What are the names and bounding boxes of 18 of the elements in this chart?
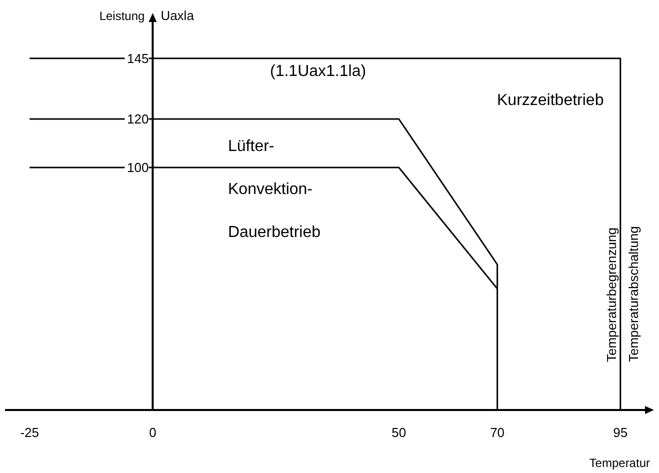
x-tick-label: -25 (20, 425, 40, 440)
x-tick-label: 70 (490, 425, 505, 440)
y-tick-label: 100 (126, 160, 149, 175)
y-axis-title: Leistung (99, 9, 145, 23)
annotation: Konvektion- (228, 181, 312, 198)
y-tick-label: 145 (126, 50, 149, 66)
x-tick-label: 95 (613, 425, 628, 440)
annotation: Kurzzeitbetrieb (497, 92, 604, 109)
annotation: Temperaturabschaltung (626, 226, 641, 362)
annotation: (1.1Uax1.1la) (270, 63, 366, 80)
annotation: Dauerbetrieb (228, 224, 321, 241)
x-tick-label: 0 (149, 425, 156, 440)
annotation: Uaxla (160, 8, 195, 23)
y-tick-label: 120 (126, 112, 149, 126)
x-tick-label: 50 (392, 425, 406, 440)
x-axis-title: Temperatur (589, 456, 650, 470)
annotation: Lüfter- (228, 138, 274, 155)
annotation: Temperaturbegrenzung (604, 228, 619, 362)
